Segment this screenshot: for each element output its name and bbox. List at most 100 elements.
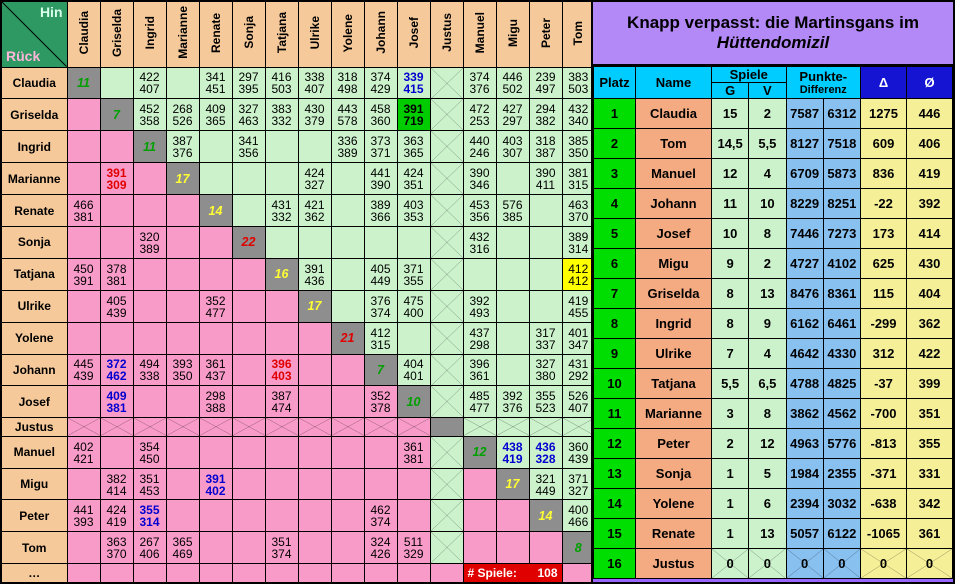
standings-row[interactable]: 2 Tom 14,5 5,5 8127 7518 609 406 — [593, 128, 953, 159]
diagonal-value: 11 — [77, 75, 90, 90]
crossed-out-icon — [431, 99, 463, 130]
score-hin: 412 — [370, 325, 391, 340]
cell-games-won: 11 — [710, 188, 750, 219]
standings-row[interactable]: 7 Griselda 8 13 8476 8361 115 404 — [593, 278, 953, 309]
matrix-cell-disabled — [165, 417, 200, 437]
cell-name: Manuel — [635, 158, 712, 189]
score-rueck: 503 — [271, 82, 292, 97]
matrix-cell-score: 450 391 — [66, 257, 101, 291]
matrix-cell-empty — [297, 435, 332, 469]
matrix-row: Yolene 21 412 315 437 298 317 337 401 347 — [0, 321, 596, 355]
score-hin: 466 — [73, 198, 94, 212]
matrix-row: Justus — [0, 417, 596, 437]
standings-header-row-1: Platz Name Spiele Punkte- Differenz Δ Ø — [593, 66, 953, 99]
standings-row[interactable]: 16Justus000000 — [593, 548, 953, 579]
standings-table: Platz Name Spiele Punkte- Differenz Δ Ø … — [593, 66, 953, 579]
matrix-cell-score: 318 387 — [528, 130, 563, 164]
cell-points-against: 4330 — [822, 338, 862, 369]
standings-row[interactable]: 10 Tatjana 5,5 6,5 4788 4825 -37 399 — [593, 368, 953, 399]
diagonal-value: 14 — [208, 203, 223, 218]
score-rueck: 429 — [370, 82, 391, 97]
score-hin: 383 — [271, 102, 292, 117]
score-rueck: 374 — [370, 305, 391, 320]
score-rueck: 400 — [403, 305, 424, 320]
score-rueck: 503 — [568, 82, 589, 97]
matrix-diagonal-cell: 11 — [132, 130, 167, 164]
standings-row[interactable]: 6 Migu 9 2 4727 4102 625 430 — [593, 248, 953, 279]
score-rueck: 385 — [502, 210, 523, 224]
matrix-header-row: Hin Rück Claudia Griselda Ingrid Marianne Re… — [0, 0, 596, 68]
matrix-row-header-marianne: Marianne — [0, 162, 68, 196]
matrix-col-header-ingrid: Ingrid — [132, 0, 167, 68]
spiele-badge: # Spiele: 108 — [464, 564, 561, 582]
matrix-cell-score: 371 355 — [396, 257, 431, 291]
matrix-cell-disabled — [429, 98, 464, 132]
cell-games-won: 5,5 — [710, 368, 750, 399]
diagonal-value: 10 — [406, 394, 421, 409]
matrix-cell-empty — [198, 531, 233, 565]
score-hin: 374 — [370, 70, 391, 85]
score-rueck: 390 — [370, 178, 391, 193]
score-hin: 396 — [469, 357, 490, 372]
standings-row[interactable]: 12 Peter 2 12 4963 5776 -813 355 — [593, 428, 953, 459]
matrix-cell-empty — [165, 194, 200, 227]
matrix-cell-score: 338 407 — [297, 66, 332, 100]
score-hin: 361 — [403, 439, 424, 454]
matrix-cell-score: 443 578 — [330, 98, 365, 132]
cell-games-lost: 9 — [748, 308, 787, 339]
matrix-cell-empty — [66, 289, 101, 323]
matrix-cell-empty — [330, 385, 365, 419]
matrix-cell-empty — [66, 225, 101, 259]
score-hin: 383 — [568, 70, 589, 85]
standings-row[interactable]: 1 Claudia 15 2 7587 6312 1275 446 — [593, 98, 953, 129]
score-hin: 239 — [535, 70, 556, 85]
col-header-label: Ulrike — [307, 16, 322, 50]
diagonal-value: 16 — [274, 267, 289, 282]
cell-points-for: 8476 — [785, 278, 824, 309]
matrix-cell-score: 383 332 — [264, 98, 299, 132]
matrix-cell-empty — [495, 162, 530, 196]
standings-row[interactable]: 8 Ingrid 8 9 6162 6461 -299 362 — [593, 308, 953, 339]
score-rueck: 455 — [568, 305, 589, 320]
matrix-cell-empty — [66, 321, 101, 355]
matrix-cell-empty — [165, 225, 200, 259]
score-hin: 360 — [568, 439, 589, 454]
standings-row[interactable]: 9 Ulrike 7 4 4642 4330 312 422 — [593, 338, 953, 369]
cell-points-for: 8127 — [785, 128, 824, 159]
standings-row[interactable]: 5 Josef 10 8 7446 7273 173 414 — [593, 218, 953, 249]
cell-average: 406 — [906, 128, 953, 159]
score-hin: 324 — [370, 535, 391, 550]
cell-platz: 10 — [593, 368, 636, 399]
cell-name: Sonja — [635, 458, 712, 489]
score-rueck: 412 — [568, 273, 589, 288]
standings-row[interactable]: 14 Yolene 1 6 2394 3032 -638 342 — [593, 488, 953, 519]
matrix-cell-disabled — [429, 257, 464, 291]
matrix-row-header-justus: Justus — [0, 417, 68, 437]
score-hin: 576 — [502, 198, 523, 212]
cell-points-for: 4963 — [785, 428, 824, 459]
score-rueck: 329 — [403, 547, 424, 562]
standings-row[interactable]: 13 Sonja 1 5 1984 2355 -371 331 — [593, 458, 953, 489]
crossed-out-icon — [332, 418, 364, 435]
standings-row[interactable]: 4 Johann 11 10 8229 8251 -22 392 — [593, 188, 953, 219]
matrix-cell-empty — [330, 257, 365, 291]
cell-name: Ulrike — [635, 338, 712, 369]
score-hin: 424 — [304, 166, 325, 181]
matrix-cell-score: 441 393 — [66, 499, 101, 533]
crossed-out-icon — [431, 259, 463, 290]
matrix-cell-score: 354 450 — [132, 435, 167, 469]
cell-points-for: 1984 — [785, 458, 824, 489]
cell-points-for: 0 — [785, 548, 824, 579]
standings-row[interactable]: 15 Renate 1 13 5057 6122 -1065 361 — [593, 518, 953, 549]
cell-points-against: 6312 — [822, 98, 862, 129]
standings-row[interactable]: 11 Marianne 3 8 3862 4562 -700 351 — [593, 398, 953, 429]
matrix-cell-disabled — [297, 417, 332, 437]
matrix-diagonal-cell: 21 — [330, 321, 365, 355]
crossed-out-icon — [712, 549, 748, 578]
diagonal-value: 7 — [377, 362, 384, 377]
matrix-cell-disabled — [429, 194, 464, 227]
standings-row[interactable]: 3 Manuel 12 4 6709 5873 836 419 — [593, 158, 953, 189]
matrix-cell-empty — [297, 385, 332, 419]
matrix-cell-score: 383 503 — [561, 66, 596, 100]
header-v: V — [748, 82, 787, 99]
